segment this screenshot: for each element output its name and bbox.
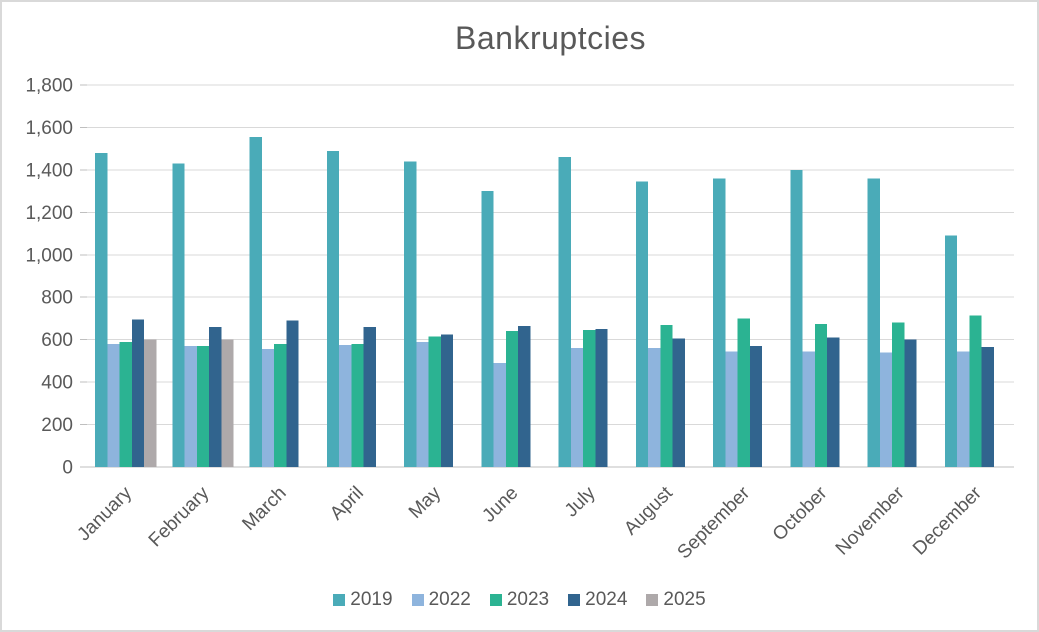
bar-2023-august xyxy=(660,324,673,467)
bar-2022-august xyxy=(648,348,661,467)
bar-2024-june xyxy=(518,325,531,467)
legend-label-2022: 2022 xyxy=(428,589,471,610)
bar-2019-july xyxy=(558,157,571,467)
bar-2024-march xyxy=(286,320,299,467)
bar-2023-march xyxy=(274,343,287,467)
bar-2024-november xyxy=(904,339,917,467)
bar-2023-december xyxy=(969,315,982,467)
y-tick-label: 600 xyxy=(41,330,73,351)
x-axis-label-april: April xyxy=(326,483,368,525)
bar-2022-march xyxy=(261,349,274,467)
bar-2024-april xyxy=(363,326,376,467)
x-axis-label-july: July xyxy=(561,482,600,521)
bar-2019-october xyxy=(790,169,803,467)
bar-2019-june xyxy=(481,191,494,468)
y-tick-label: 200 xyxy=(41,415,73,436)
legend-swatch-2025 xyxy=(646,594,659,606)
bar-2024-october xyxy=(827,337,840,467)
bar-2023-july xyxy=(583,330,596,467)
x-axis-label-march: March xyxy=(238,483,290,535)
bar-2024-february xyxy=(209,326,222,467)
x-axis-label-august: August xyxy=(620,482,677,539)
bar-2023-november xyxy=(892,322,905,467)
bar-2023-february xyxy=(196,346,209,467)
bar-2022-november xyxy=(879,352,892,467)
chart-title: Bankruptcies xyxy=(455,20,646,56)
bar-2022-october xyxy=(802,351,815,467)
x-axis-label-june: June xyxy=(478,483,522,527)
bar-2024-december xyxy=(981,347,994,467)
legend-label-2024: 2024 xyxy=(585,589,628,610)
bar-2022-february xyxy=(184,346,197,467)
bar-2019-march xyxy=(249,136,262,468)
y-tick-label: 1,200 xyxy=(25,203,73,224)
bar-2023-april xyxy=(351,343,364,467)
bar-2019-december xyxy=(944,235,957,467)
legend-swatch-2023 xyxy=(489,594,502,606)
bar-2022-may xyxy=(416,341,429,467)
chart-legend: 2019 2022 2023 2024 2025 xyxy=(2,589,1037,611)
bar-2024-september xyxy=(749,346,762,467)
y-tick-label: 800 xyxy=(41,288,73,309)
bar-2024-may xyxy=(440,334,453,467)
legend-item-2019: 2019 xyxy=(333,589,393,611)
bar-2019-november xyxy=(867,178,880,467)
y-tick-label: 1,400 xyxy=(25,160,73,181)
bar-2019-august xyxy=(635,181,648,467)
legend-item-2025: 2025 xyxy=(646,589,706,611)
bar-2022-april xyxy=(339,344,352,467)
legend-label-2025: 2025 xyxy=(663,589,706,610)
x-axis-label-february: February xyxy=(145,482,214,551)
bar-2019-february xyxy=(172,163,185,467)
bar-2022-july xyxy=(570,348,583,467)
bar-2019-april xyxy=(326,150,339,468)
x-axis-label-may: May xyxy=(405,482,446,523)
bar-2022-january xyxy=(107,343,120,467)
bar-2024-january xyxy=(131,319,144,467)
x-axis-label-september: September xyxy=(674,482,755,563)
bar-2022-december xyxy=(957,351,970,467)
y-tick-label: 400 xyxy=(41,373,73,394)
legend-item-2024: 2024 xyxy=(568,589,627,611)
bar-2019-september xyxy=(713,178,726,467)
bar-2019-january xyxy=(95,152,108,467)
bar-2025-february xyxy=(221,339,234,467)
y-tick-label: 1,800 xyxy=(25,76,73,97)
bar-2023-january xyxy=(119,341,132,467)
legend-item-2022: 2022 xyxy=(411,589,471,611)
bar-2023-may xyxy=(428,336,441,467)
bar-2025-january xyxy=(144,339,157,467)
y-tick-label: 1,600 xyxy=(25,118,73,139)
x-axis-label-january: January xyxy=(73,482,136,545)
y-tick-label: 1,000 xyxy=(25,245,73,266)
x-axis-label-november: November xyxy=(832,482,909,559)
legend-swatch-2022 xyxy=(411,594,424,606)
legend-swatch-2024 xyxy=(568,594,581,606)
legend-label-2023: 2023 xyxy=(506,589,550,610)
legend-swatch-2019 xyxy=(333,594,346,606)
y-tick-label: 0 xyxy=(62,458,73,479)
legend-label-2019: 2019 xyxy=(350,589,393,610)
bar-2022-september xyxy=(725,351,738,467)
x-axis-label-october: October xyxy=(769,482,832,545)
bar-2023-june xyxy=(505,331,518,467)
legend-item-2023: 2023 xyxy=(489,589,550,611)
bar-2023-september xyxy=(737,318,750,467)
bar-2024-july xyxy=(595,329,608,467)
bar-2022-june xyxy=(493,363,506,467)
bar-2019-may xyxy=(404,161,417,467)
bar-2024-august xyxy=(672,338,685,467)
x-axis-label-december: December xyxy=(909,482,986,559)
bar-2023-october xyxy=(814,323,827,467)
